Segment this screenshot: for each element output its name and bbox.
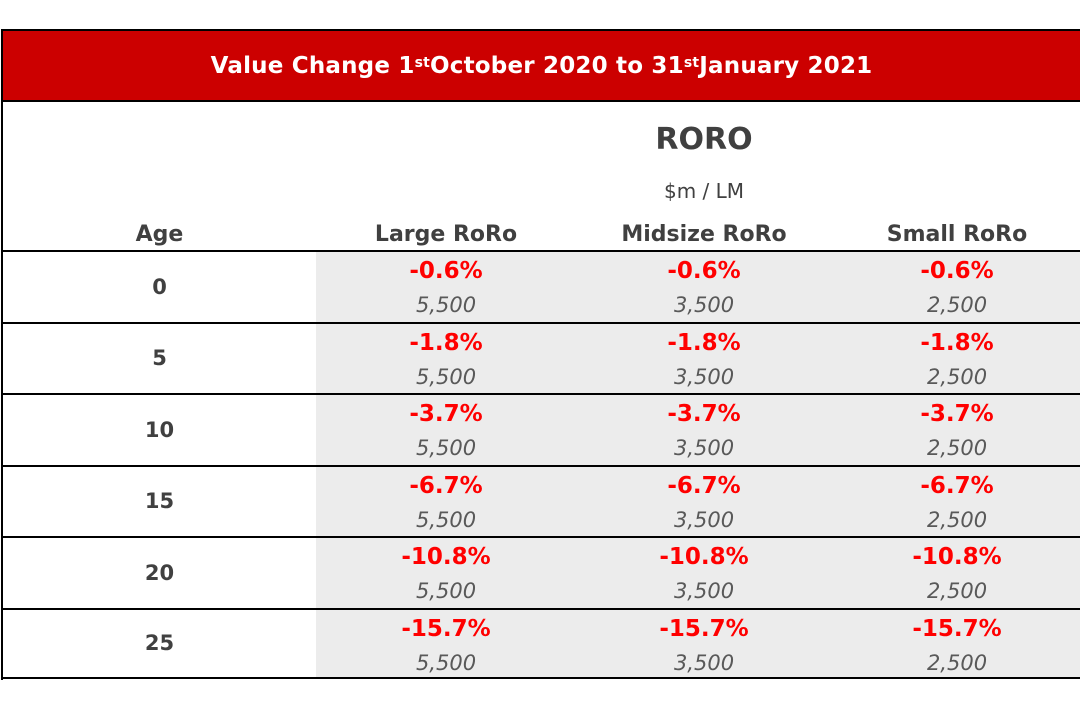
unit-label: $m / LM (663, 179, 745, 203)
small-roro-cell: -1.8% 2,500 (832, 324, 1080, 394)
title-part-3: January 2021 (699, 52, 873, 79)
large-roro-change: -0.6% (409, 258, 483, 284)
small-roro-value: 2,500 (926, 579, 988, 603)
small-roro-change: -6.7% (920, 472, 994, 499)
large-roro-change: -1.8% (409, 329, 483, 356)
midsize-roro-change: -0.6% (667, 258, 741, 284)
row-shade (316, 395, 1080, 465)
midsize-roro-value: 3,500 (673, 364, 735, 389)
large-roro-cell: -1.8% 5,500 (316, 324, 576, 394)
small-roro-value: 2,500 (926, 364, 988, 389)
large-roro-cell: -15.7% 5,500 (316, 610, 576, 678)
small-roro-cell: -10.8% 2,500 (832, 538, 1080, 608)
large-roro-cell: -6.7% 5,500 (316, 467, 576, 537)
age-value: 20 (144, 560, 175, 585)
small-roro-value: 2,500 (926, 436, 988, 460)
midsize-roro-value: 3,500 (673, 293, 735, 317)
row-shade (316, 466, 1080, 536)
age-value: 5 (152, 346, 167, 371)
title-part-2: October 2020 to 31 (430, 52, 684, 79)
small-roro-change: -15.7% (912, 615, 1002, 642)
row-shade (316, 323, 1080, 393)
large-roro-value: 5,500 (415, 650, 477, 675)
large-roro-value: 5,500 (415, 293, 477, 317)
midsize-roro-change: -3.7% (667, 401, 741, 427)
small-roro-change: -3.7% (920, 401, 994, 427)
age-cell: 25 (3, 610, 316, 678)
age-cell: 0 (3, 252, 316, 322)
large-roro-cell: -0.6% 5,500 (316, 252, 576, 322)
table-row: 15 -6.7% 5,500 -6.7% 3,500 -6.7% 2,500 (3, 464, 1080, 537)
age-value: 10 (144, 417, 175, 442)
small-roro-change: -1.8% (920, 329, 994, 356)
table-body: 0 -0.6% 5,500 -0.6% 3,500 -0.6% 2,500 5 … (3, 250, 1080, 679)
large-roro-change: -3.7% (409, 401, 483, 427)
column-header-midsize: Midsize RoRo (621, 222, 787, 247)
midsize-roro-change: -1.8% (667, 329, 741, 356)
table-row: 20 -10.8% 5,500 -10.8% 3,500 -10.8% 2,50… (3, 536, 1080, 608)
age-cell: 10 (3, 395, 316, 465)
small-roro-cell: -3.7% 2,500 (832, 395, 1080, 465)
column-header-large: Large RoRo (374, 222, 518, 247)
age-value: 25 (144, 631, 175, 656)
table-row: 0 -0.6% 5,500 -0.6% 3,500 -0.6% 2,500 (3, 250, 1080, 322)
column-header-small: Small RoRo (886, 222, 1028, 247)
midsize-roro-change: -6.7% (667, 472, 741, 499)
large-roro-value: 5,500 (415, 364, 477, 389)
large-roro-cell: -3.7% 5,500 (316, 395, 576, 465)
midsize-roro-cell: -0.6% 3,500 (576, 252, 832, 322)
age-cell: 15 (3, 467, 316, 537)
small-roro-value: 2,500 (926, 293, 988, 317)
row-shade (316, 538, 1080, 608)
table-row: 5 -1.8% 5,500 -1.8% 3,500 -1.8% 2,500 (3, 321, 1080, 394)
small-roro-change: -10.8% (912, 544, 1002, 570)
large-roro-cell: -10.8% 5,500 (316, 538, 576, 608)
midsize-roro-value: 3,500 (673, 436, 735, 460)
small-roro-change: -0.6% (920, 258, 994, 284)
row-shade (316, 609, 1080, 677)
age-cell: 5 (3, 324, 316, 394)
large-roro-value: 5,500 (415, 507, 477, 532)
small-roro-cell: -0.6% 2,500 (832, 252, 1080, 322)
column-header-age: Age (135, 222, 184, 247)
small-roro-cell: -15.7% 2,500 (832, 610, 1080, 678)
table-row: 25 -15.7% 5,500 -15.7% 3,500 -15.7% 2,50… (3, 607, 1080, 679)
title-part-1: Value Change 1 (210, 52, 415, 79)
table-row: 10 -3.7% 5,500 -3.7% 3,500 -3.7% 2,500 (3, 393, 1080, 465)
group-title: RORO (655, 122, 753, 157)
small-roro-value: 2,500 (926, 650, 988, 675)
table-header: RORO $m / LM Age Large RoRo Midsize RoRo… (3, 104, 1080, 252)
midsize-roro-cell: -6.7% 3,500 (576, 467, 832, 537)
midsize-roro-cell: -10.8% 3,500 (576, 538, 832, 608)
large-roro-value: 5,500 (415, 436, 477, 460)
midsize-roro-cell: -15.7% 3,500 (576, 610, 832, 678)
age-cell: 20 (3, 538, 316, 608)
age-value: 0 (152, 274, 167, 299)
midsize-roro-change: -15.7% (659, 615, 749, 642)
midsize-roro-change: -10.8% (659, 544, 749, 570)
large-roro-change: -15.7% (401, 615, 491, 642)
large-roro-value: 5,500 (415, 579, 477, 603)
large-roro-change: -10.8% (401, 544, 491, 570)
large-roro-change: -6.7% (409, 472, 483, 499)
midsize-roro-value: 3,500 (673, 579, 735, 603)
small-roro-value: 2,500 (926, 507, 988, 532)
small-roro-cell: -6.7% 2,500 (832, 467, 1080, 537)
midsize-roro-value: 3,500 (673, 650, 735, 675)
age-value: 15 (144, 489, 175, 514)
row-shade (316, 252, 1080, 322)
midsize-roro-value: 3,500 (673, 507, 735, 532)
midsize-roro-cell: -1.8% 3,500 (576, 324, 832, 394)
midsize-roro-cell: -3.7% 3,500 (576, 395, 832, 465)
